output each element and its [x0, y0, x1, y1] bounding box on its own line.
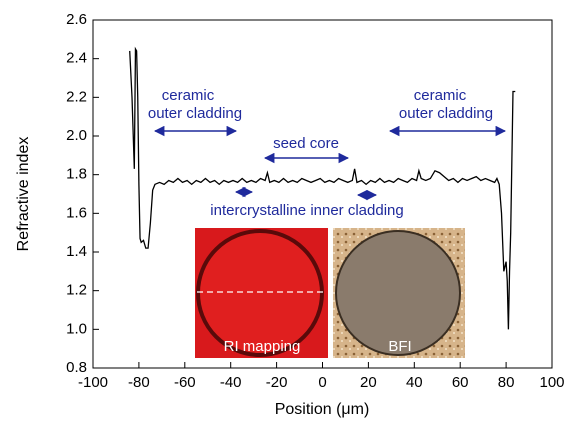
- data-line: [129, 46, 516, 330]
- y-tick-label: 1.6: [66, 204, 87, 221]
- inset-circle: [196, 229, 324, 357]
- x-tick-label: -100: [78, 374, 108, 391]
- annotation: seed core: [273, 135, 339, 152]
- x-tick-label: -40: [220, 374, 242, 391]
- x-tick-label: 60: [452, 374, 469, 391]
- y-tick-label: 1.4: [66, 243, 87, 260]
- annotation: outer cladding: [148, 105, 242, 122]
- x-tick-label: 40: [406, 374, 423, 391]
- annotation: outer cladding: [399, 105, 493, 122]
- y-tick-label: 2.4: [66, 50, 87, 67]
- inset-circle: [335, 230, 461, 356]
- x-tick-label: 100: [539, 374, 564, 391]
- annotation: ceramic: [414, 87, 467, 104]
- x-tick-label: 80: [498, 374, 515, 391]
- y-tick-label: 0.8: [66, 359, 87, 376]
- x-axis-title: Position (μm): [275, 401, 370, 418]
- x-tick-label: 20: [360, 374, 377, 391]
- x-tick-label: -60: [174, 374, 196, 391]
- annotation: intercrystalline inner cladding: [210, 202, 403, 219]
- y-tick-label: 1.0: [66, 320, 87, 337]
- y-tick-label: 1.8: [66, 166, 87, 183]
- annotations: ceramic outer cladding seed core intercr…: [148, 87, 507, 219]
- y-tick-label: 2.0: [66, 127, 87, 144]
- annotation: ceramic: [162, 87, 215, 104]
- inset-label: RI mapping: [224, 338, 301, 355]
- x-tick-label: 0: [318, 374, 326, 391]
- y-tick-label: 2.2: [66, 88, 87, 105]
- inset-label: BFI: [388, 338, 411, 355]
- y-axis-title: Refractive index: [15, 137, 32, 252]
- y-tick-label: 2.6: [66, 11, 87, 28]
- x-tick-label: -80: [128, 374, 150, 391]
- insets: RI mapping BFI: [195, 228, 465, 358]
- x-tick-label: -20: [266, 374, 288, 391]
- y-tick-label: 1.2: [66, 282, 87, 299]
